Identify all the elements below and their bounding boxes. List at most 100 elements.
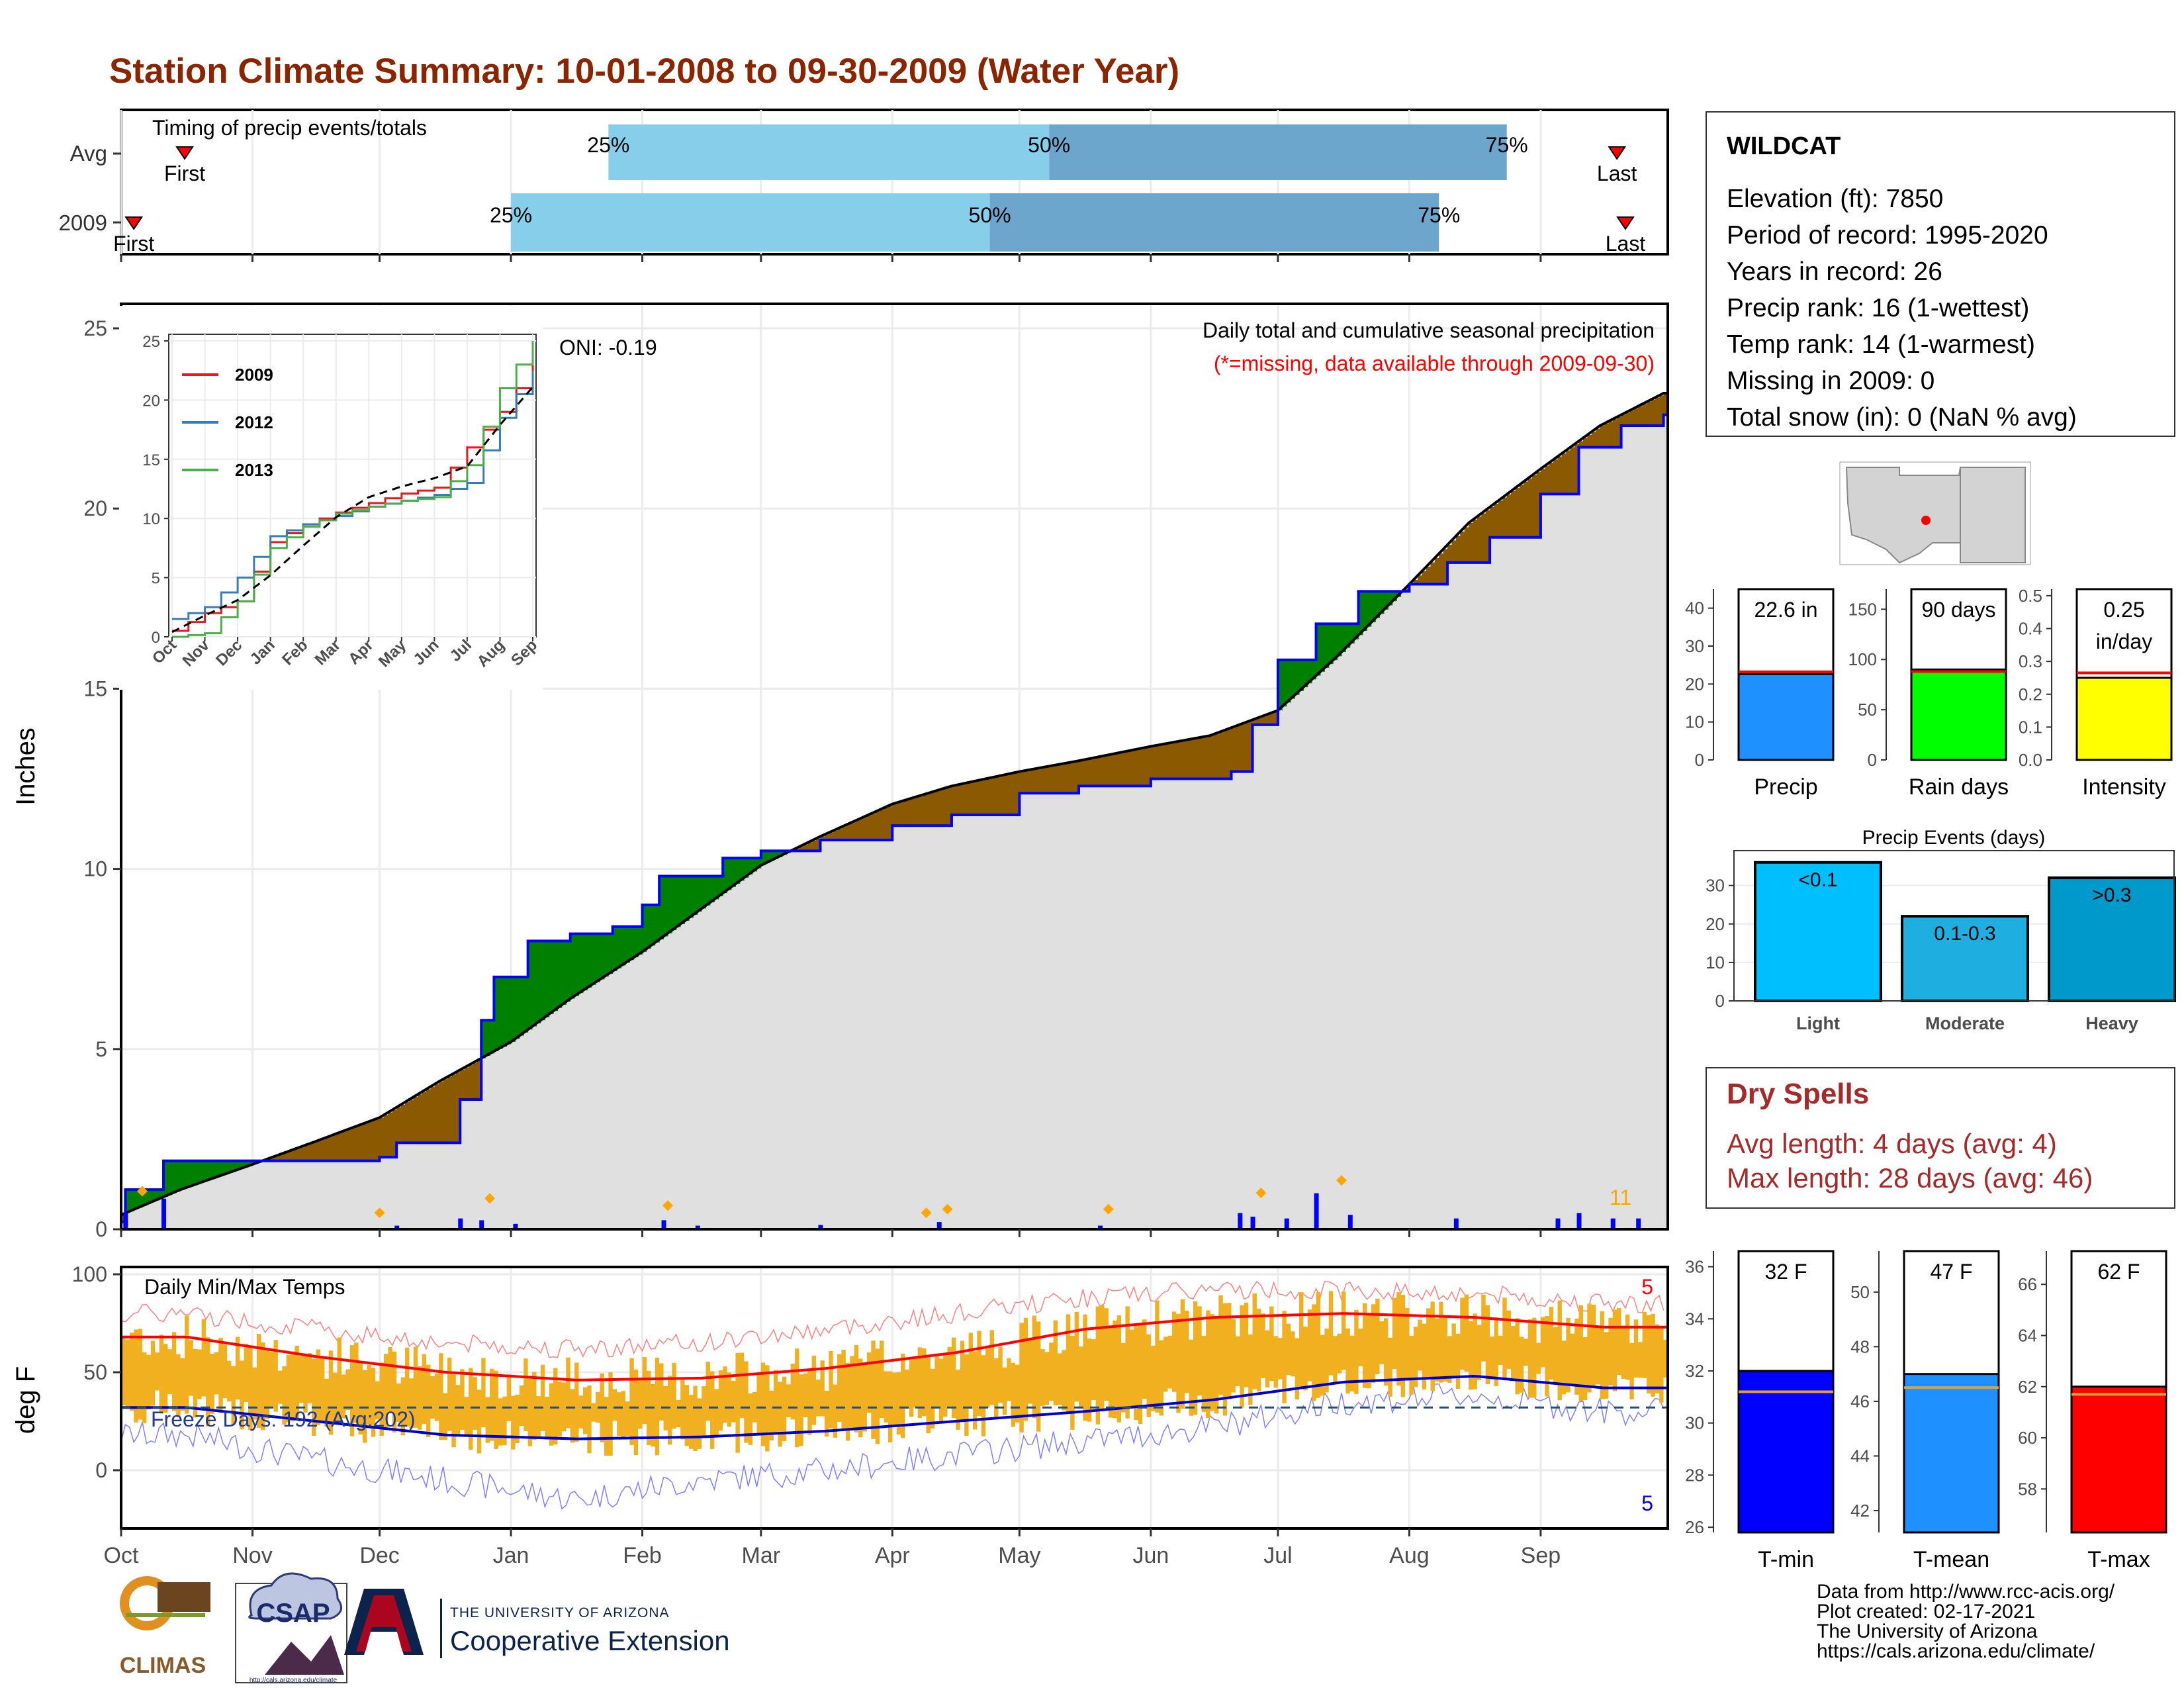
precip-daily-bar-0 [123,1213,128,1229]
rain-days-summary-value-label-0: 90 days [1921,598,1995,622]
events-bar-label-Moderate: 0.1-0.3 [1934,923,1995,945]
precip-daily-bar-3 [458,1218,463,1229]
csap-logo: CSAP http://cals.arizona.edu/climate [235,1572,347,1684]
precip-summary-ytick-label-2: 20 [1685,674,1704,694]
inset-grid [169,334,536,637]
inset-frame [168,334,537,637]
month-label-Sep: Sep [1521,1543,1561,1568]
precip-daily-bar-5 [513,1223,518,1229]
temp-y-ticks: 0 50 100 [72,1262,121,1482]
events-ytick-label-0: 0 [1715,991,1725,1011]
climas-logo-text: CLIMAS [120,1653,206,1678]
month-label-May: May [998,1543,1040,1568]
precip-base-area [121,414,1668,1229]
events-ytick-label-3: 30 [1706,876,1725,896]
tmean-summary-ytick-label-4: 50 [1850,1282,1870,1302]
timing-bar-q3-2009 [989,193,1439,252]
ua-a-icon-inner [356,1595,412,1652]
inset-legend-label-2012: 2012 [235,412,273,432]
precip-description: Daily total and cumulative seasonal prec… [1203,318,1655,342]
station-missing: Missing in 2009: 0 [1727,367,1935,395]
precip-extreme-marker-0 [137,1186,148,1197]
precip-panel: 0 5 10 15 20 25 Inches ONI: -0.19 Daily total… [11,303,1669,1241]
locator-map [1839,461,2031,565]
intensity-summary-ytick-label-0: 0.0 [2019,750,2042,770]
precip-extreme-marker-1 [374,1207,385,1219]
temp-y-axis-label: deg F [11,1366,40,1434]
timing-last-label-Avg: Last [1597,162,1637,185]
precip-daily-bar-17 [1555,1218,1561,1229]
average-max-temp-line [121,1312,1668,1382]
precip-y-ticks: 0 5 10 15 20 25 [83,316,1542,1241]
timing-bars: 25% 50% 75% First Last 25% 50% 75% First Last [113,124,1645,262]
month-axis-labels: Oct Nov Dec Jan Feb Mar Apr May Jun Jul Aug Sep [104,1528,1561,1568]
tmax-summary-ytick-label-3: 64 [2018,1326,2037,1346]
climas-logo: CLIMAS [120,1576,210,1678]
inset-ytick-label-2: 10 [142,510,160,528]
intensity-summary-value-label-0: 0.25 [2103,598,2144,622]
inset-ytick-label-3: 15 [142,451,160,469]
inset-line-Avg [171,386,534,633]
inset-legend: 2009 2012 2013 [182,365,273,480]
precip-daily-bar-8 [818,1225,823,1229]
rain-days-summary-category-label: Rain days [1909,774,2009,800]
timing-p75-label-2009: 75% [1418,203,1460,227]
timing-bar-q2-Avg [608,124,1050,180]
tmin-summary-ytick-label-5: 36 [1685,1257,1704,1277]
timing-p75-label-Avg: 75% [1486,133,1528,157]
station-period: Period of record: 1995-2020 [1727,221,2048,250]
tmean-summary-ytick-label-0: 42 [1850,1501,1870,1521]
ua-logo [344,1589,442,1658]
precip-summary-ytick-label-3: 30 [1685,636,1704,656]
precip-summary-value-label-0: 22.6 in [1754,598,1817,622]
precip-extreme-marker-3 [662,1200,673,1211]
credit-data-source: Data from http://www.rcc-acis.org/ [1817,1581,2115,1603]
dry-spells-title: Dry Spells [1727,1078,1870,1110]
intensity-summary-ytick-label-5: 0.5 [2019,586,2042,606]
page-title: Station Climate Summary: 10-01-2008 to 0… [109,52,1179,91]
timing-p25-label-Avg: 25% [587,133,629,157]
summary-bars: 0 10 20 30 40 22.6 in Precip 0 50 100 150 90 days Ra… [1685,586,2173,800]
intensity-summary-value-label-1: in/day [2096,630,2152,653]
month-label-Aug: Aug [1389,1543,1430,1568]
precip-extreme-marker-5 [942,1203,953,1215]
precip-daily-bar-9 [936,1222,942,1229]
timing-first-label-Avg: First [164,162,205,185]
precip-daily-bar-6 [661,1220,666,1229]
events-frame [1733,850,2175,1002]
precip-daily-bar-15 [1347,1215,1353,1229]
precip-summary-category-label: Precip [1754,774,1817,800]
freeze-days-label: Freeze Days: 192 (Avg:202) [151,1407,416,1431]
rain-days-summary-ytick-label-3: 150 [1848,599,1877,619]
record-high-line [120,1280,1664,1358]
oni-label: ONI: -0.19 [559,336,657,359]
inset-ytick-label-4: 20 [142,392,160,410]
temp-ytick-label-0: 0 [95,1458,107,1482]
tmin-summary-ytick-label-0: 26 [1685,1517,1704,1537]
precip-frame [120,303,1669,1231]
precip-extreme-marker-2 [484,1193,496,1204]
missing-note: (*=missing, data available through 2009-… [1214,352,1655,375]
tmin-summary-ytick-label-2: 30 [1685,1413,1704,1433]
temperature-summary-bars: 26 28 30 32 34 36 32 F T-min 42 44 46 48 50 47 F T-mea… [1685,1250,2167,1572]
precip-plot [120,391,1668,1229]
station-precip-rank: Precip rank: 16 (1-wettest) [1727,294,2030,322]
tmean-summary-category-label: T-mean [1913,1547,1989,1572]
temperature-panel: 0 50 100 Oct Nov Dec Jan Feb Mar Apr May Jun Jul Aug… [11,1262,1669,1568]
events-bar-Heavy [2048,876,2176,1003]
events-category-Heavy: Heavy [2085,1013,2138,1033]
precip-y-axis-label: Inches [11,727,40,806]
climas-logo-block [158,1582,210,1612]
tmin-summary-ytick-label-4: 34 [1685,1309,1704,1329]
dry-spells-avg: Avg length: 4 days (avg: 4) [1727,1128,2057,1159]
credit-url: https://cals.arizona.edu/climate/ [1817,1640,2095,1662]
tmin-summary-category-label: T-min [1758,1547,1814,1572]
intensity-summary-ytick-label-4: 0.4 [2019,619,2042,639]
month-label-Mar: Mar [742,1543,781,1568]
timing-last-label-2009: Last [1606,232,1646,256]
inset-legend-label-2009: 2009 [235,365,273,385]
tmin-summary-ytick-label-1: 28 [1685,1465,1704,1485]
station-temp-rank: Temp rank: 14 (1-warmest) [1727,330,2035,359]
precip-daily-bar-2 [394,1225,400,1229]
month-label-Feb: Feb [623,1543,662,1568]
